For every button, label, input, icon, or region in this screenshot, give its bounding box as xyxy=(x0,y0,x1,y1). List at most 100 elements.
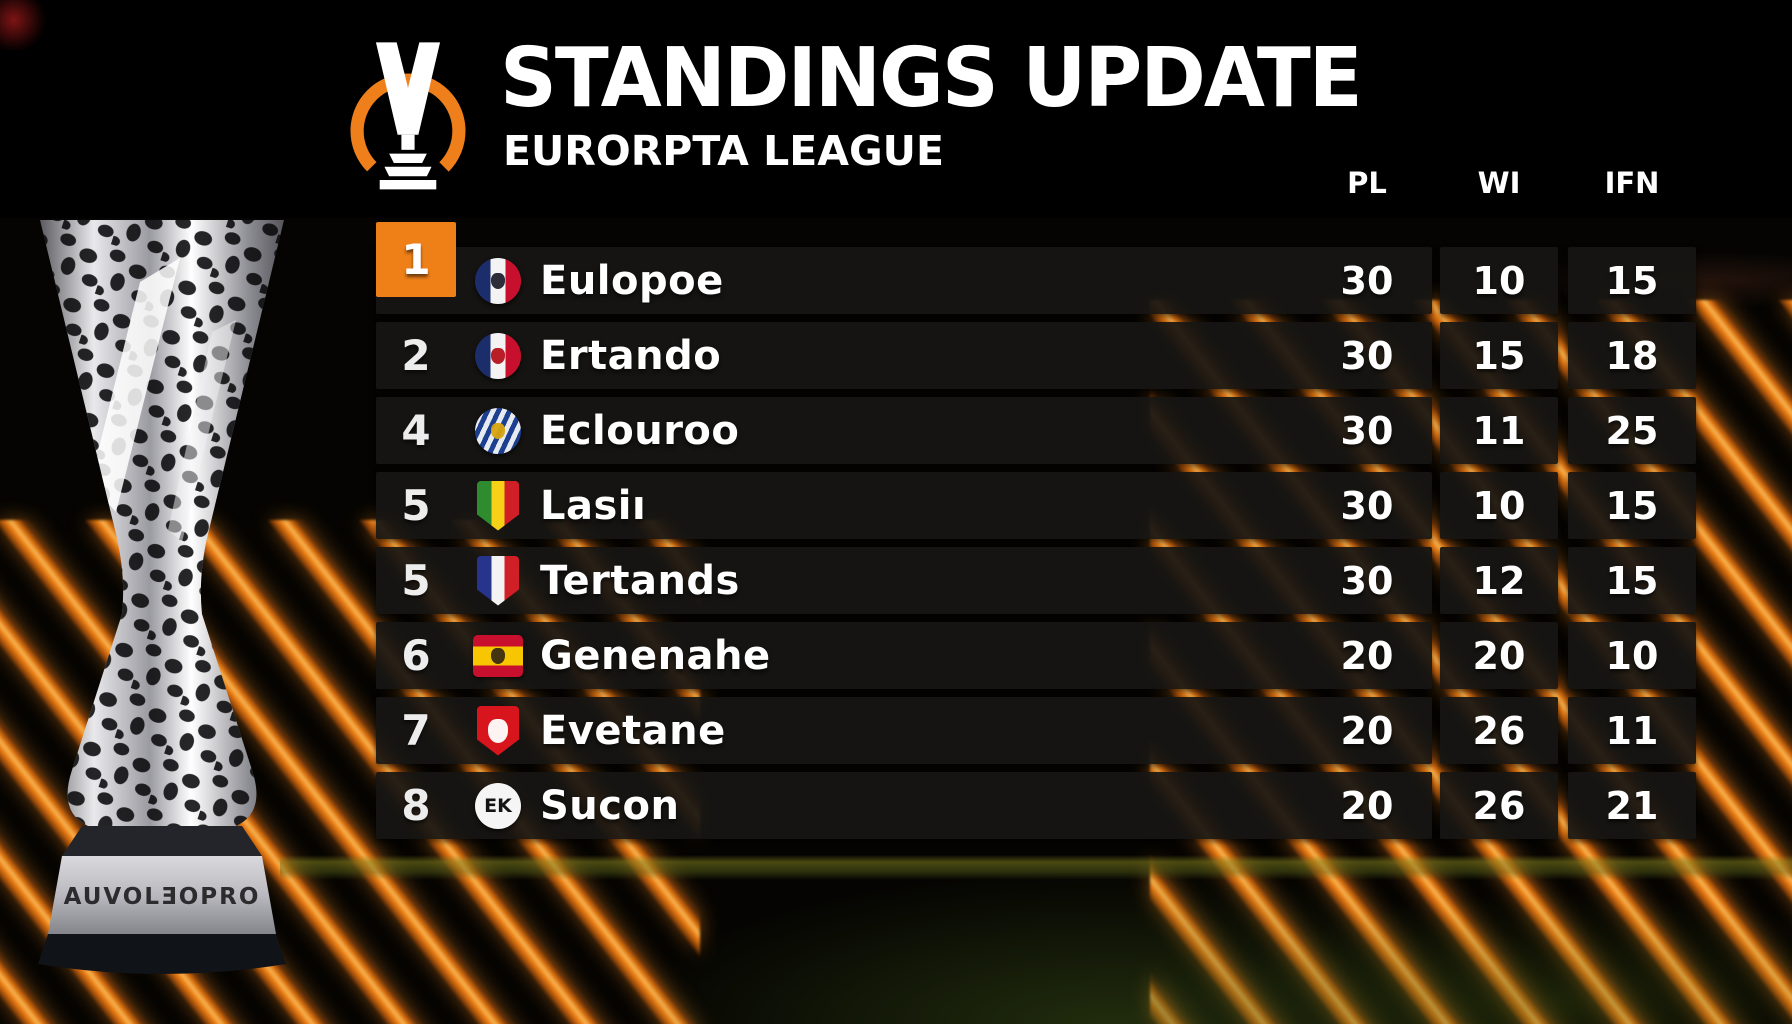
played-value: 30 xyxy=(1340,483,1394,528)
row-wins-panel: 20 xyxy=(1440,622,1558,689)
played-value: 30 xyxy=(1340,258,1394,303)
team-badge-wrap: EK xyxy=(456,782,540,829)
table-row: 4 Eclouroo 30 11 25 xyxy=(376,397,1696,464)
wins-value: 26 xyxy=(1472,783,1526,828)
rank-cell: 5 xyxy=(401,556,431,605)
row-ifn-panel: 11 xyxy=(1568,697,1696,764)
team-badge-wrap xyxy=(456,407,540,454)
played-value: 20 xyxy=(1340,783,1394,828)
row-wins-panel: 10 xyxy=(1440,247,1558,314)
table-row: 7 Evetane 20 26 11 xyxy=(376,697,1696,764)
team-name: Sucon xyxy=(540,782,680,829)
ifn-value: 15 xyxy=(1605,258,1659,303)
row-wins-panel: 15 xyxy=(1440,322,1558,389)
standings-table: 1 Eulopoe 30 10 15 2 Ertando 30 15 18 4 Eclouroo 30 1… xyxy=(376,221,1696,847)
badge-emblem xyxy=(491,647,505,664)
team-badge-wrap xyxy=(456,705,540,756)
rank-cell: 1 xyxy=(376,221,456,297)
row-wins-panel: 10 xyxy=(1440,472,1558,539)
team-badge-icon xyxy=(475,257,521,304)
rank-cell: 2 xyxy=(401,331,431,380)
column-header-wi: WI xyxy=(1477,166,1521,200)
row-main-panel: 7 Evetane 20 xyxy=(376,697,1432,764)
page-subtitle: EURORPTA LEAGUE xyxy=(503,127,944,175)
ifn-value: 18 xyxy=(1605,333,1659,378)
row-main-panel: 1 Eulopoe 30 xyxy=(376,221,1432,314)
team-badge-icon xyxy=(475,407,521,454)
table-row: 1 Eulopoe 30 10 15 xyxy=(376,221,1696,314)
column-header-ifn: IFN xyxy=(1604,166,1660,200)
trophy-image: AUVOLƎOPRO xyxy=(12,212,312,1006)
row-main-panel: 2 Ertando 30 xyxy=(376,322,1432,389)
badge-emblem xyxy=(491,272,505,289)
rank-cell: 4 xyxy=(401,406,431,455)
row-ifn-panel: 15 xyxy=(1568,247,1696,314)
team-name: Ertando xyxy=(540,332,722,379)
wins-value: 12 xyxy=(1472,558,1526,603)
europa-league-logo-icon xyxy=(342,28,474,204)
played-value: 30 xyxy=(1340,333,1394,378)
table-row: 5 Lasiı 30 10 15 xyxy=(376,472,1696,539)
ifn-value: 21 xyxy=(1605,783,1659,828)
rank-cell: 5 xyxy=(401,481,431,530)
team-badge-icon xyxy=(477,480,519,531)
team-badge-icon xyxy=(477,705,519,756)
wins-value: 20 xyxy=(1472,633,1526,678)
table-row: 5 Tertands 30 12 15 xyxy=(376,547,1696,614)
ifn-value: 11 xyxy=(1605,708,1659,753)
badge-emblem xyxy=(488,718,508,743)
rank-cell: 8 xyxy=(401,781,431,830)
row-wins-panel: 26 xyxy=(1440,772,1558,839)
row-ifn-panel: 21 xyxy=(1568,772,1696,839)
team-badge-icon: EK xyxy=(475,782,521,829)
row-main-panel: 5 Tertands 30 xyxy=(376,547,1432,614)
team-badge-icon xyxy=(475,332,521,379)
ifn-value: 25 xyxy=(1605,408,1659,453)
played-value: 30 xyxy=(1340,408,1394,453)
team-badge-wrap xyxy=(456,555,540,606)
team-badge-icon xyxy=(477,555,519,606)
row-wins-panel: 12 xyxy=(1440,547,1558,614)
team-name: Evetane xyxy=(540,707,726,754)
ifn-value: 10 xyxy=(1605,633,1659,678)
row-wins-panel: 26 xyxy=(1440,697,1558,764)
rank-cell: 6 xyxy=(401,631,431,680)
team-name: Tertands xyxy=(540,557,740,604)
played-value: 30 xyxy=(1340,558,1394,603)
row-main-panel: 8 EK Sucon 20 xyxy=(376,772,1432,839)
wins-value: 15 xyxy=(1472,333,1526,378)
row-ifn-panel: 25 xyxy=(1568,397,1696,464)
team-name: Eulopoe xyxy=(540,257,724,304)
team-name: Eclouroo xyxy=(540,407,740,454)
rank-cell: 7 xyxy=(401,706,431,755)
page-title: STANDINGS UPDATE xyxy=(500,30,1363,126)
row-main-panel: 6 Genenahe 20 xyxy=(376,622,1432,689)
column-header-pl: PL xyxy=(1347,166,1387,200)
ifn-value: 15 xyxy=(1605,558,1659,603)
wins-value: 10 xyxy=(1472,258,1526,303)
played-value: 20 xyxy=(1340,708,1394,753)
wins-value: 26 xyxy=(1472,708,1526,753)
row-ifn-panel: 18 xyxy=(1568,322,1696,389)
trophy-base-engraving: AUVOLƎOPRO xyxy=(64,884,261,910)
table-row: 8 EK Sucon 20 26 21 xyxy=(376,772,1696,839)
badge-emblem xyxy=(491,347,505,364)
table-row: 2 Ertando 30 15 18 xyxy=(376,322,1696,389)
row-ifn-panel: 15 xyxy=(1568,472,1696,539)
team-name: Genenahe xyxy=(540,632,771,679)
wins-value: 10 xyxy=(1472,483,1526,528)
team-badge-wrap xyxy=(456,634,540,677)
corner-red-light xyxy=(0,0,46,50)
badge-emblem xyxy=(491,422,505,439)
team-badge-wrap xyxy=(456,332,540,379)
played-value: 20 xyxy=(1340,633,1394,678)
row-main-panel: 4 Eclouroo 30 xyxy=(376,397,1432,464)
row-ifn-panel: 10 xyxy=(1568,622,1696,689)
row-main-panel: 5 Lasiı 30 xyxy=(376,472,1432,539)
team-badge-wrap xyxy=(456,257,540,304)
table-row: 6 Genenahe 20 20 10 xyxy=(376,622,1696,689)
row-wins-panel: 11 xyxy=(1440,397,1558,464)
team-badge-icon xyxy=(473,634,523,677)
team-badge-wrap xyxy=(456,480,540,531)
